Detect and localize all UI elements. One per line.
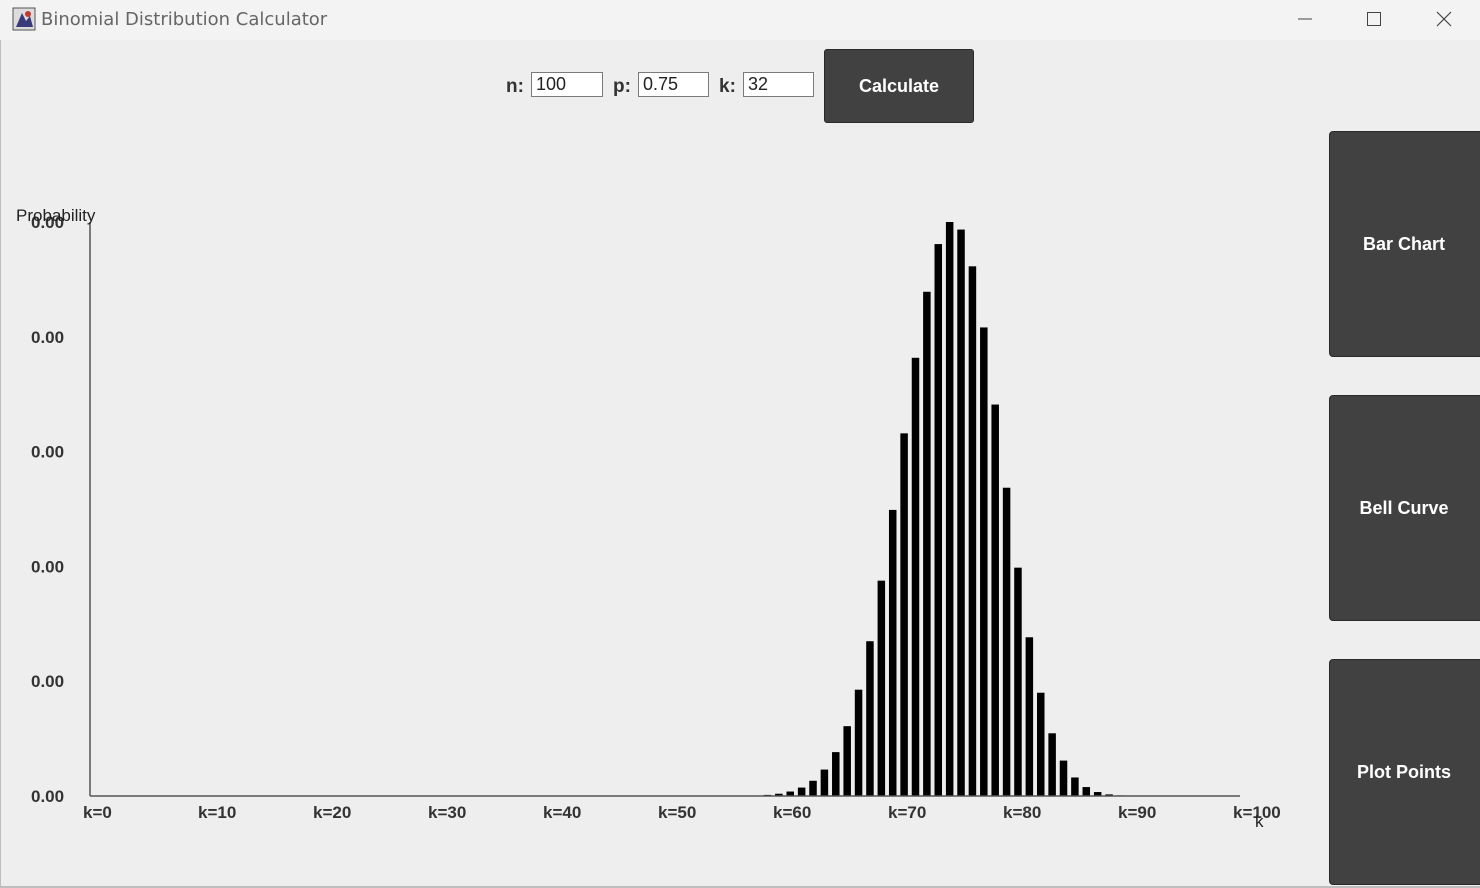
n-input[interactable] <box>531 72 603 97</box>
title-bar: Binomial Distribution Calculator <box>0 0 1480 40</box>
x-tick-label: k=70 <box>888 803 926 822</box>
y-tick-label: 0.00 <box>31 328 64 347</box>
bar-k-65 <box>832 752 840 796</box>
close-icon <box>1436 11 1452 27</box>
bar-k-81 <box>1014 567 1022 796</box>
bar-k-72 <box>911 357 920 796</box>
bar-k-75 <box>945 222 954 796</box>
bar-k-62 <box>797 787 806 796</box>
bar-k-89 <box>1105 794 1113 796</box>
window-border-left <box>0 40 1 888</box>
bell-curve-button[interactable]: Bell Curve <box>1329 395 1480 621</box>
y-tick-label: 0.00 <box>31 213 64 232</box>
x-tick-label: k=40 <box>543 803 581 822</box>
bar-k-71 <box>900 433 908 796</box>
bar-chart-button[interactable]: Bar Chart <box>1329 131 1480 357</box>
app-icon <box>12 7 36 31</box>
bar-k-67 <box>854 689 863 796</box>
bar-k-87 <box>1082 787 1091 796</box>
x-axis-label: k <box>1255 812 1264 831</box>
n-label: n: <box>506 76 524 97</box>
bar-k-85 <box>1059 760 1068 796</box>
x-tick-label: k=10 <box>198 803 236 822</box>
bar-k-80 <box>1002 487 1011 796</box>
bar-k-69 <box>877 580 886 796</box>
y-tick-label: 0.00 <box>31 672 64 691</box>
x-tick-label: k=100 <box>1233 803 1281 822</box>
bar-k-70 <box>888 509 897 796</box>
y-tick-label: 0.00 <box>31 557 64 576</box>
bar-k-64 <box>820 769 829 796</box>
calculate-button[interactable]: Calculate <box>824 49 974 123</box>
y-tick-labels: 0.00 0.00 0.00 0.00 0.00 0.00 <box>31 213 64 806</box>
p-input[interactable] <box>638 72 709 97</box>
y-tick-label: 0.00 <box>31 787 64 806</box>
window-title: Binomial Distribution Calculator <box>41 9 328 30</box>
k-label: k: <box>719 76 736 97</box>
bar-k-84 <box>1048 733 1056 796</box>
y-tick-label: 0.00 <box>31 443 64 462</box>
bar-k-82 <box>1025 637 1034 796</box>
bar-k-63 <box>809 780 817 796</box>
bar-k-73 <box>923 291 931 796</box>
bars-group <box>752 222 1125 797</box>
x-tick-label: k=20 <box>313 803 351 822</box>
bar-k-61 <box>786 791 794 796</box>
minimize-icon <box>1298 18 1312 20</box>
k-input[interactable] <box>743 72 814 97</box>
bar-k-76 <box>957 229 965 797</box>
x-tick-label: k=50 <box>658 803 696 822</box>
bar-k-79 <box>991 404 999 796</box>
window-border-bottom <box>0 886 1480 888</box>
bar-k-83 <box>1036 692 1045 796</box>
close-button[interactable] <box>1409 0 1479 38</box>
bar-k-88 <box>1093 792 1102 796</box>
maximize-button[interactable] <box>1339 0 1409 38</box>
bar-k-77 <box>968 266 977 797</box>
binomial-bar-chart: 0.00 0.00 0.00 0.00 0.00 0.00 k=0 k=10 k=20 k=30… <box>16 206 1281 831</box>
bar-k-68 <box>866 641 874 796</box>
bar-k-74 <box>934 244 943 796</box>
x-tick-label: k=90 <box>1118 803 1156 822</box>
bar-k-78 <box>980 327 988 796</box>
x-tick-label: k=0 <box>83 803 112 822</box>
y-axis-label: Probability <box>16 206 96 225</box>
x-tick-label: k=30 <box>428 803 466 822</box>
bar-k-86 <box>1071 777 1079 796</box>
minimize-button[interactable] <box>1270 0 1340 38</box>
maximize-icon <box>1367 12 1381 26</box>
x-tick-label: k=60 <box>773 803 811 822</box>
plot-points-button[interactable]: Plot Points <box>1329 659 1480 885</box>
x-tick-labels: k=0 k=10 k=20 k=30 k=40 k=50 k=60 k=70 k=80 k=90 k… <box>83 803 1281 822</box>
bar-k-60 <box>775 793 783 796</box>
x-tick-label: k=80 <box>1003 803 1041 822</box>
p-label: p: <box>613 76 631 97</box>
bar-k-66 <box>843 726 851 796</box>
